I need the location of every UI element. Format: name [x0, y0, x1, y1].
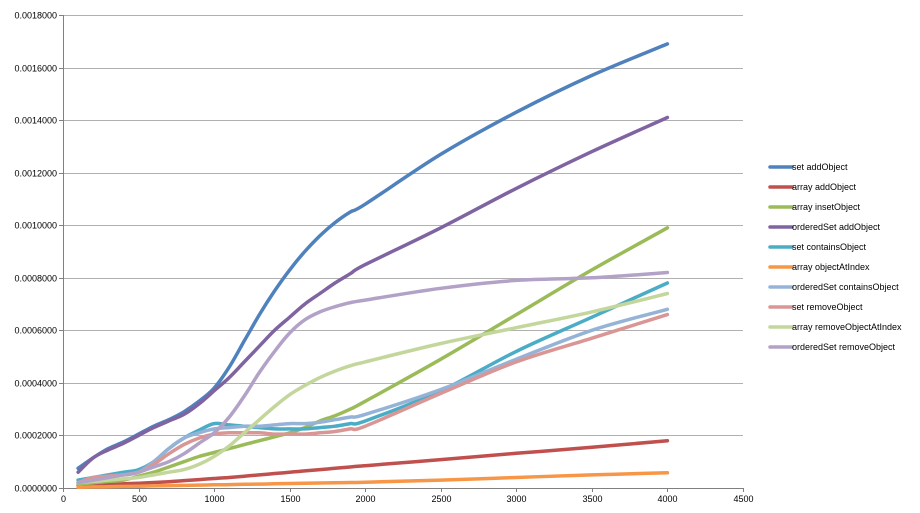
- x-tick-label: 1500: [280, 494, 300, 504]
- y-tick-label: 0.0002000: [14, 431, 57, 441]
- y-tick-label: 0.0006000: [14, 326, 57, 336]
- grid: [63, 15, 743, 489]
- legend-label-set-containsobject: set containsObject: [792, 242, 867, 252]
- series-line-orderedset-addobject: [76, 115, 670, 474]
- series-line-array-removeobjectatindex: [76, 291, 670, 485]
- series-line-array-addobject: [76, 438, 670, 488]
- axes: 0.0000000 0.0002000 0.0004000 0.0006000 0.00…: [14, 11, 753, 505]
- series-line-array-objectatindex: [76, 471, 670, 489]
- x-tick-label: 2000: [355, 494, 375, 504]
- series-line-array-insetobject: [76, 226, 670, 486]
- legend-label-orderedset-removeobject: orderedSet removeObject: [792, 342, 896, 352]
- y-tick-label: 0.0010000: [14, 221, 57, 231]
- series-lines: [76, 42, 670, 489]
- x-tick-label: 4000: [657, 494, 677, 504]
- x-tick-label: 3500: [582, 494, 602, 504]
- x-tick-label: 1000: [204, 494, 224, 504]
- y-tick-label: 0.0014000: [14, 116, 57, 126]
- x-tick-label: 500: [132, 494, 147, 504]
- legend-label-set-addobject: set addObject: [792, 162, 848, 172]
- legend-label-array-addobject: array addObject: [792, 182, 857, 192]
- y-tick-label: 0.0004000: [14, 379, 57, 389]
- legend-label-orderedset-containsobject: orderedSet containsObject: [792, 282, 899, 292]
- legend-label-set-removeobject: set removeObject: [792, 302, 863, 312]
- x-tick-label: 2500: [431, 494, 451, 504]
- y-tick-label: 0.0012000: [14, 169, 57, 179]
- legend-label-array-objectatindex: array objectAtIndex: [792, 262, 870, 272]
- legend-label-array-removeobjectatindex: array removeObjectAtIndex: [792, 322, 902, 332]
- y-tick-label: 0.0000000: [14, 484, 57, 494]
- y-tick-label: 0.0018000: [14, 11, 57, 21]
- series-line-orderedset-removeobject: [76, 270, 670, 485]
- series-line-set-addobject: [76, 42, 670, 471]
- legend: set addObject array addObject array insetO…: [768, 162, 902, 352]
- x-tick-label: 4500: [733, 494, 753, 504]
- legend-label-orderedset-addobject: orderedSet addObject: [792, 222, 881, 232]
- x-tick-label: 3000: [506, 494, 526, 504]
- y-tick-label: 0.0008000: [14, 274, 57, 284]
- x-tick-label: 0: [61, 494, 66, 504]
- legend-label-array-insetobject: array insetObject: [792, 202, 861, 212]
- y-tick-label: 0.0016000: [14, 64, 57, 74]
